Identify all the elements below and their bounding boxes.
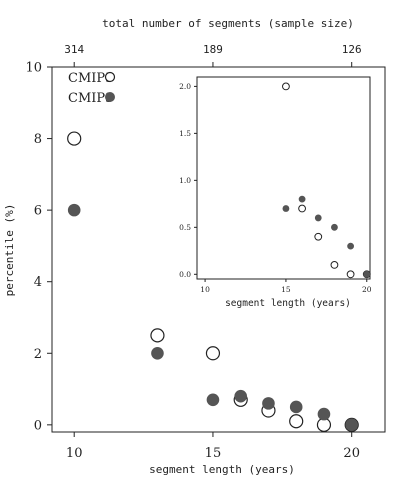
legend-marker-cmip5: [104, 71, 116, 83]
y-tick-label: 4: [34, 275, 42, 290]
data-point-cmip5: [150, 328, 165, 343]
x-tick-label: 15: [205, 446, 222, 461]
inset-chart: 10 15 20 0.0 0.5 1.0 1.5 2.0 segment length (y…: [179, 76, 372, 309]
inset-x-tick-label: 20: [362, 285, 372, 294]
inset-data-point-cmip5: [314, 232, 323, 241]
inset-data-point-cmip5: [282, 82, 290, 91]
x-tick-label: 20: [343, 446, 360, 461]
inset-data-point-cmip3: [363, 270, 371, 278]
data-point-cmip3: [206, 393, 220, 407]
main-plot-frame: [51, 66, 386, 433]
y-tick-label: 8: [34, 132, 42, 147]
inset-y-tick-label: 0.5: [179, 223, 191, 232]
y-axis-label: percentile (%): [3, 204, 16, 297]
data-point-cmip3: [151, 346, 164, 360]
x-axis-ticks: 10 15 20: [66, 432, 360, 461]
inset-data-point-cmip3: [331, 223, 338, 231]
inset-y-axis-ticks: 0.0 0.5 1.0 1.5 2.0: [179, 82, 197, 279]
inset-data-points: [282, 82, 371, 279]
top-axis-ticks: 314 189 126: [64, 43, 362, 67]
inset-data-point-cmip5: [346, 270, 355, 279]
inset-data-point-cmip3: [282, 205, 290, 212]
legend-label-cmip5: CMIP5: [68, 71, 113, 86]
data-point-cmip3: [234, 389, 247, 403]
top-tick-label: 126: [342, 43, 362, 56]
inset-y-tick-label: 2.0: [179, 82, 191, 91]
main-data-points: [67, 131, 359, 432]
legend: CMIP5 CMIP3: [68, 71, 116, 106]
y-axis-ticks: 0 2 4 6 8 10: [25, 61, 52, 433]
inset-x-tick-label: 15: [281, 285, 291, 294]
data-point-cmip3: [262, 397, 275, 410]
data-point-cmip5: [205, 346, 221, 361]
data-point-cmip3: [345, 418, 359, 432]
x-axis-label: segment length (years): [149, 463, 295, 476]
inset-y-tick-label: 1.0: [179, 176, 191, 185]
top-axis-label: total number of segments (sample size): [102, 17, 354, 30]
data-point-cmip3: [289, 400, 303, 414]
inset-y-tick-label: 0.0: [179, 270, 191, 279]
top-tick-label: 189: [203, 43, 223, 56]
inset-data-point-cmip5: [330, 261, 339, 269]
inset-data-point-cmip3: [298, 195, 306, 203]
data-point-cmip5: [67, 131, 82, 146]
legend-label-cmip3: CMIP3: [68, 91, 113, 106]
data-point-cmip5: [289, 414, 304, 429]
legend-marker-cmip3: [105, 92, 115, 102]
y-tick-label: 0: [34, 418, 42, 433]
data-point-cmip3: [317, 407, 331, 421]
inset-data-point-cmip3: [314, 214, 322, 222]
y-tick-label: 2: [34, 347, 42, 362]
inset-data-point-cmip3: [347, 242, 354, 250]
inset-x-axis-ticks: 10 15 20: [200, 279, 372, 294]
inset-x-tick-label: 10: [200, 285, 210, 294]
inset-plot-frame: [196, 76, 371, 280]
inset-data-point-cmip5: [298, 204, 306, 213]
top-tick-label: 314: [64, 43, 84, 56]
data-point-cmip3: [67, 203, 81, 217]
inset-x-axis-label: segment length (years): [225, 298, 351, 309]
x-tick-label: 10: [66, 446, 83, 461]
inset-y-tick-label: 1.5: [179, 129, 191, 138]
y-tick-label: 10: [25, 61, 42, 76]
y-tick-label: 6: [34, 204, 42, 219]
